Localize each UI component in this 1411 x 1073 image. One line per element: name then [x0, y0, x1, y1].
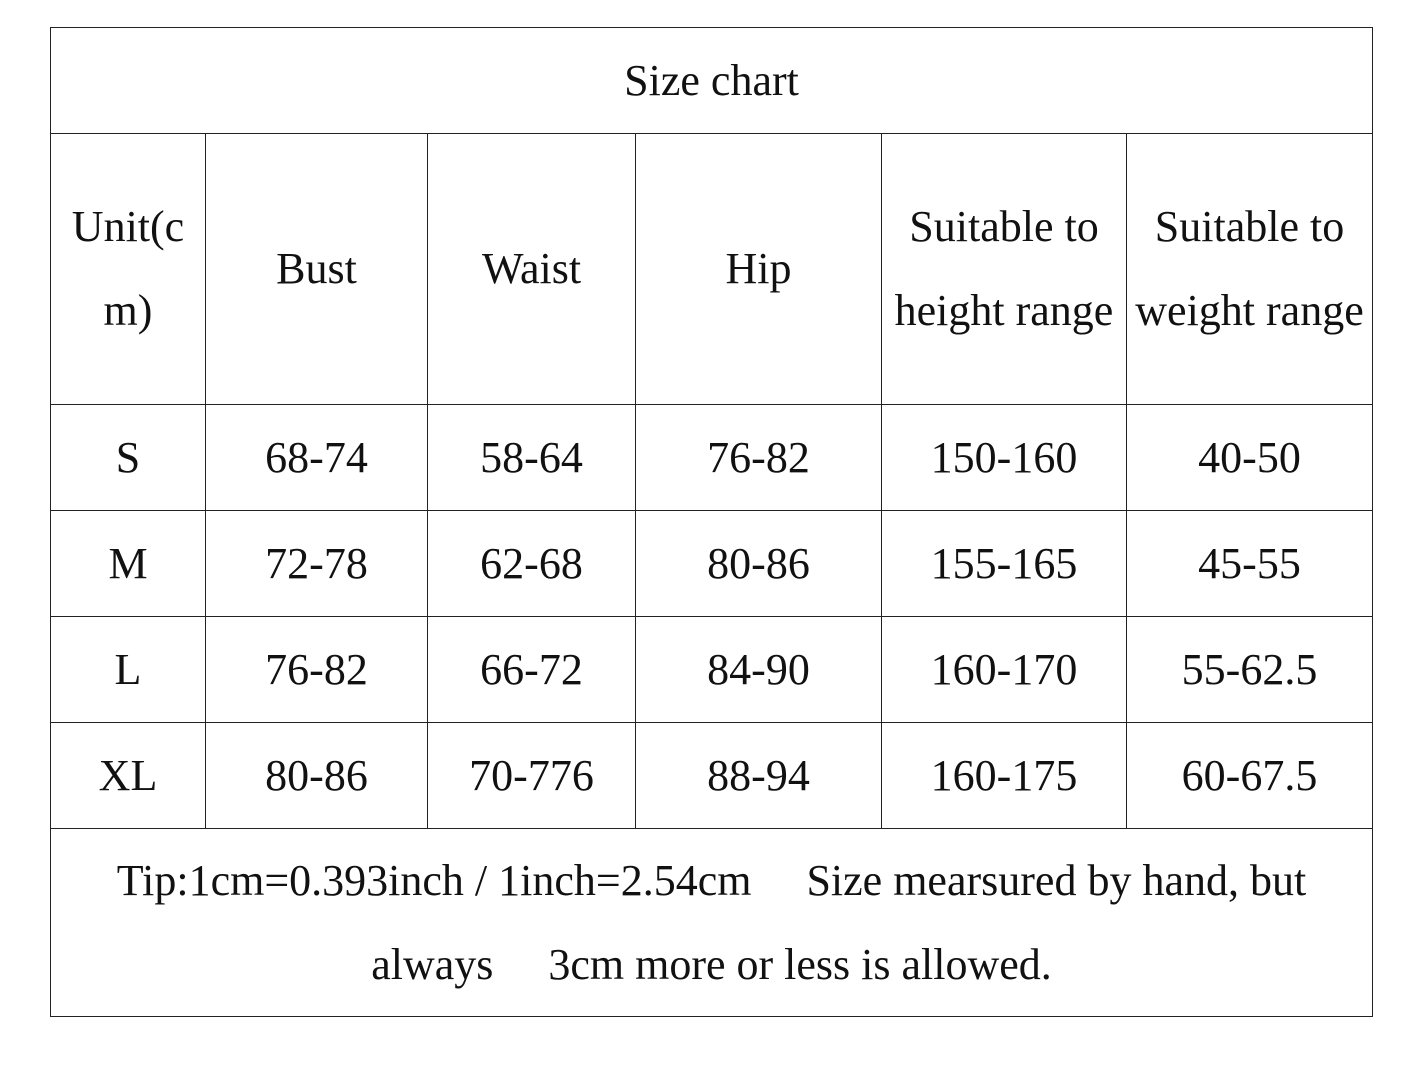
tip-row: Tip:1cm=0.393inch / 1inch=2.54cm Size me…	[49, 828, 1374, 1017]
size-value: 58-64	[427, 404, 636, 511]
size-value: 80-86	[635, 510, 882, 617]
size-value: 76-82	[635, 404, 882, 511]
table-body: Size chart Unit(cm) Bust Waist Hip Suitable …	[49, 27, 1374, 1017]
size-row: XL 80-86 70-776 88-94 160-175 60-67.5	[50, 722, 1374, 829]
title-row: Size chart	[49, 27, 1374, 134]
size-label: XL	[50, 722, 206, 829]
size-table: Size chart Unit(cm) Bust Waist Hip Suitable …	[49, 27, 1374, 1017]
size-value: 40-50	[1125, 404, 1374, 511]
column-header: Suitable to weight range	[1125, 133, 1374, 405]
size-value: 84-90	[635, 616, 882, 723]
size-label: M	[50, 510, 206, 617]
size-value: 76-82	[205, 616, 428, 723]
size-value: 160-170	[881, 616, 1127, 723]
size-value: 68-74	[205, 404, 428, 511]
size-value: 60-67.5	[1125, 722, 1374, 829]
size-value: 160-175	[881, 722, 1127, 829]
column-header: Bust	[205, 133, 428, 405]
size-value: 88-94	[635, 722, 882, 829]
column-header: Unit(cm)	[50, 133, 206, 405]
size-value: 80-86	[205, 722, 428, 829]
size-value: 72-78	[205, 510, 428, 617]
size-value: 45-55	[1125, 510, 1374, 617]
size-label: L	[50, 616, 206, 723]
size-value: 70-776	[427, 722, 636, 829]
table-title: Size chart	[49, 27, 1374, 134]
column-header: Waist	[427, 133, 636, 405]
size-value: 155-165	[881, 510, 1127, 617]
size-value: 55-62.5	[1125, 616, 1374, 723]
tip-text: Tip:1cm=0.393inch / 1inch=2.54cm Size me…	[49, 828, 1374, 1017]
header-row: Unit(cm) Bust Waist Hip Suitable to height r…	[50, 133, 1374, 405]
size-row: S 68-74 58-64 76-82 150-160 40-50	[50, 404, 1374, 511]
column-header: Suitable to height range	[881, 133, 1127, 405]
size-label: S	[50, 404, 206, 511]
size-value: 150-160	[881, 404, 1127, 511]
size-value: 66-72	[427, 616, 636, 723]
size-row: L 76-82 66-72 84-90 160-170 55-62.5	[50, 616, 1374, 723]
column-header: Hip	[635, 133, 882, 405]
size-row: M 72-78 62-68 80-86 155-165 45-55	[50, 510, 1374, 617]
size-value: 62-68	[427, 510, 636, 617]
